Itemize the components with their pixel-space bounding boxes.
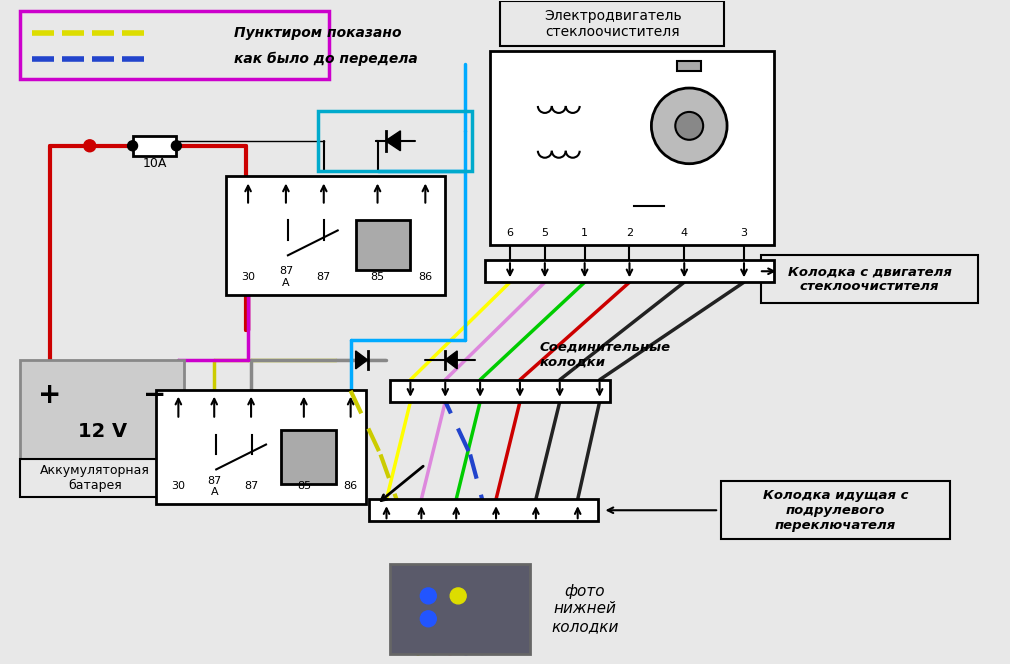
Text: 87
А: 87 А xyxy=(207,475,221,497)
Bar xyxy=(490,51,774,246)
Text: Колодка идущая с
подрулевого
переключателя: Колодка идущая с подрулевого переключате… xyxy=(763,489,908,532)
Bar xyxy=(356,220,410,270)
Bar xyxy=(761,256,978,303)
Text: 30: 30 xyxy=(172,481,186,491)
Bar xyxy=(226,176,445,295)
Text: 87: 87 xyxy=(317,272,331,282)
Text: +: + xyxy=(38,380,62,409)
Text: Колодка с двигателя
стеклоочистителя: Колодка с двигателя стеклоочистителя xyxy=(788,265,951,293)
Circle shape xyxy=(420,588,436,604)
Bar xyxy=(369,499,598,521)
Bar xyxy=(500,1,724,46)
Polygon shape xyxy=(445,351,458,369)
Text: 86: 86 xyxy=(418,272,432,282)
Text: 5: 5 xyxy=(541,228,548,238)
Text: 12 V: 12 V xyxy=(78,422,127,441)
Text: 87: 87 xyxy=(244,481,259,491)
Text: −: − xyxy=(142,380,166,409)
Circle shape xyxy=(651,88,727,164)
Circle shape xyxy=(676,112,703,140)
Circle shape xyxy=(84,140,96,152)
Bar xyxy=(318,111,472,171)
Circle shape xyxy=(172,141,182,151)
Bar xyxy=(391,564,530,653)
Bar xyxy=(281,430,335,484)
Bar xyxy=(721,481,950,539)
Text: 10А: 10А xyxy=(142,157,167,170)
Bar xyxy=(20,360,185,459)
Text: как было до передела: как было до передела xyxy=(234,52,418,66)
Text: 85: 85 xyxy=(371,272,385,282)
Circle shape xyxy=(450,588,467,604)
Text: 85: 85 xyxy=(297,481,311,491)
Text: Пунктиром показано: Пунктиром показано xyxy=(234,27,402,41)
Text: 87
А: 87 А xyxy=(279,266,293,288)
Bar xyxy=(391,380,610,402)
Text: 4: 4 xyxy=(681,228,688,238)
Polygon shape xyxy=(386,131,400,151)
Bar xyxy=(20,11,328,79)
Circle shape xyxy=(420,611,436,627)
Polygon shape xyxy=(356,351,368,369)
Bar xyxy=(157,390,366,504)
Bar xyxy=(20,459,170,497)
Text: 1: 1 xyxy=(581,228,588,238)
Text: Соединительные
колодки: Соединительные колодки xyxy=(540,341,671,369)
Text: 3: 3 xyxy=(740,228,747,238)
Text: Аккумуляторная
батарея: Аккумуляторная батарея xyxy=(39,464,149,493)
Bar xyxy=(678,61,701,71)
Bar xyxy=(132,136,177,156)
Text: Электродвигатель
стеклоочистителя: Электродвигатель стеклоочистителя xyxy=(543,9,682,39)
Bar xyxy=(485,260,774,282)
Text: 6: 6 xyxy=(506,228,513,238)
Text: 30: 30 xyxy=(241,272,256,282)
Text: фото
нижней
колодки: фото нижней колодки xyxy=(551,584,618,633)
Text: 86: 86 xyxy=(343,481,358,491)
Circle shape xyxy=(127,141,137,151)
Text: 2: 2 xyxy=(626,228,633,238)
